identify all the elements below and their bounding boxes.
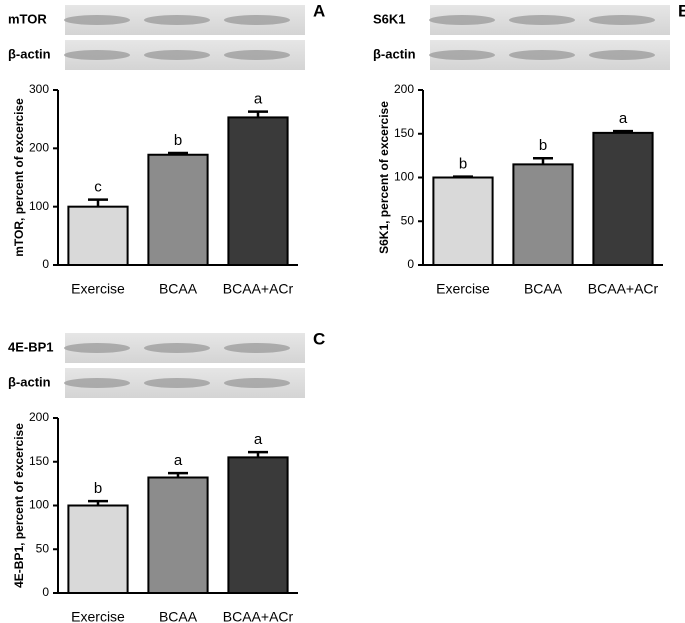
x-tick-label: Exercise <box>436 281 490 297</box>
significance-letter: b <box>174 132 182 149</box>
significance-letter: a <box>254 91 263 108</box>
y-tick-label: 200 <box>394 82 414 96</box>
blot-band <box>429 50 495 60</box>
blot-band <box>224 15 290 25</box>
bar <box>147 153 209 266</box>
bar <box>67 504 129 594</box>
blot-band <box>589 15 655 25</box>
blot-band <box>144 15 210 25</box>
error-bar <box>168 471 188 478</box>
blot-band <box>224 343 290 353</box>
y-tick-label: 300 <box>29 82 49 96</box>
significance-letter: b <box>459 156 467 173</box>
x-tick-label: BCAA+ACr <box>223 609 294 623</box>
y-axis-label: S6K1, percent of excercise <box>377 101 391 254</box>
blot-band <box>144 378 210 388</box>
significance-letter: a <box>619 110 628 127</box>
error-bar <box>88 198 108 207</box>
bar <box>512 163 574 266</box>
blot-label: mTOR <box>8 11 47 26</box>
error-bar <box>453 175 473 178</box>
blot-label: 4E-BP1 <box>8 339 54 354</box>
error-bar <box>248 450 268 458</box>
bar <box>67 205 129 267</box>
significance-letter: b <box>94 480 102 497</box>
y-tick-label: 100 <box>394 170 414 184</box>
significance-letter: c <box>94 179 102 196</box>
x-tick-label: Exercise <box>71 609 125 623</box>
blot-band <box>64 343 130 353</box>
y-axis-label: mTOR, percent of excercise <box>12 98 26 257</box>
error-bar <box>88 499 108 506</box>
x-tick-label: BCAA <box>159 609 198 623</box>
panel-label: A <box>313 1 325 20</box>
y-tick-label: 150 <box>29 454 49 468</box>
blot-band <box>509 15 575 25</box>
y-tick-label: 200 <box>29 410 49 424</box>
y-tick-label: 150 <box>394 126 414 140</box>
blot-band <box>224 50 290 60</box>
blot-band <box>589 50 655 60</box>
bar <box>227 456 289 594</box>
significance-letter: a <box>254 431 263 448</box>
bar <box>147 476 209 594</box>
blot-band <box>144 50 210 60</box>
blot-label: β-actin <box>373 46 416 61</box>
panel-label: C <box>313 329 325 348</box>
blot-band <box>224 378 290 388</box>
y-axis-label: 4E-BP1, percent of excercise <box>12 423 26 588</box>
bar <box>227 116 289 266</box>
y-tick-label: 0 <box>42 257 49 271</box>
y-tick-label: 50 <box>36 541 50 555</box>
bar <box>592 131 654 266</box>
blot-label: S6K1 <box>373 11 406 26</box>
x-tick-label: BCAA+ACr <box>223 281 294 297</box>
x-tick-label: BCAA <box>159 281 198 297</box>
error-bar <box>533 157 553 165</box>
blot-band <box>64 50 130 60</box>
y-tick-label: 0 <box>42 585 49 599</box>
blot-band <box>64 15 130 25</box>
y-tick-label: 0 <box>407 257 414 271</box>
x-tick-label: BCAA <box>524 281 563 297</box>
bar <box>432 176 494 266</box>
significance-letter: a <box>174 452 183 469</box>
panel-label: B <box>678 1 685 20</box>
blot-label: β-actin <box>8 374 51 389</box>
blot-band <box>429 15 495 25</box>
y-tick-label: 200 <box>29 141 49 155</box>
error-bar <box>168 151 188 155</box>
x-tick-label: BCAA+ACr <box>588 281 659 297</box>
error-bar <box>248 110 268 118</box>
blot-band <box>509 50 575 60</box>
y-tick-label: 50 <box>401 213 415 227</box>
blot-band <box>64 378 130 388</box>
x-tick-label: Exercise <box>71 281 125 297</box>
y-tick-label: 100 <box>29 199 49 213</box>
y-tick-label: 100 <box>29 498 49 512</box>
blot-band <box>144 343 210 353</box>
significance-letter: b <box>539 137 547 154</box>
blot-label: β-actin <box>8 46 51 61</box>
error-bar <box>613 129 633 133</box>
